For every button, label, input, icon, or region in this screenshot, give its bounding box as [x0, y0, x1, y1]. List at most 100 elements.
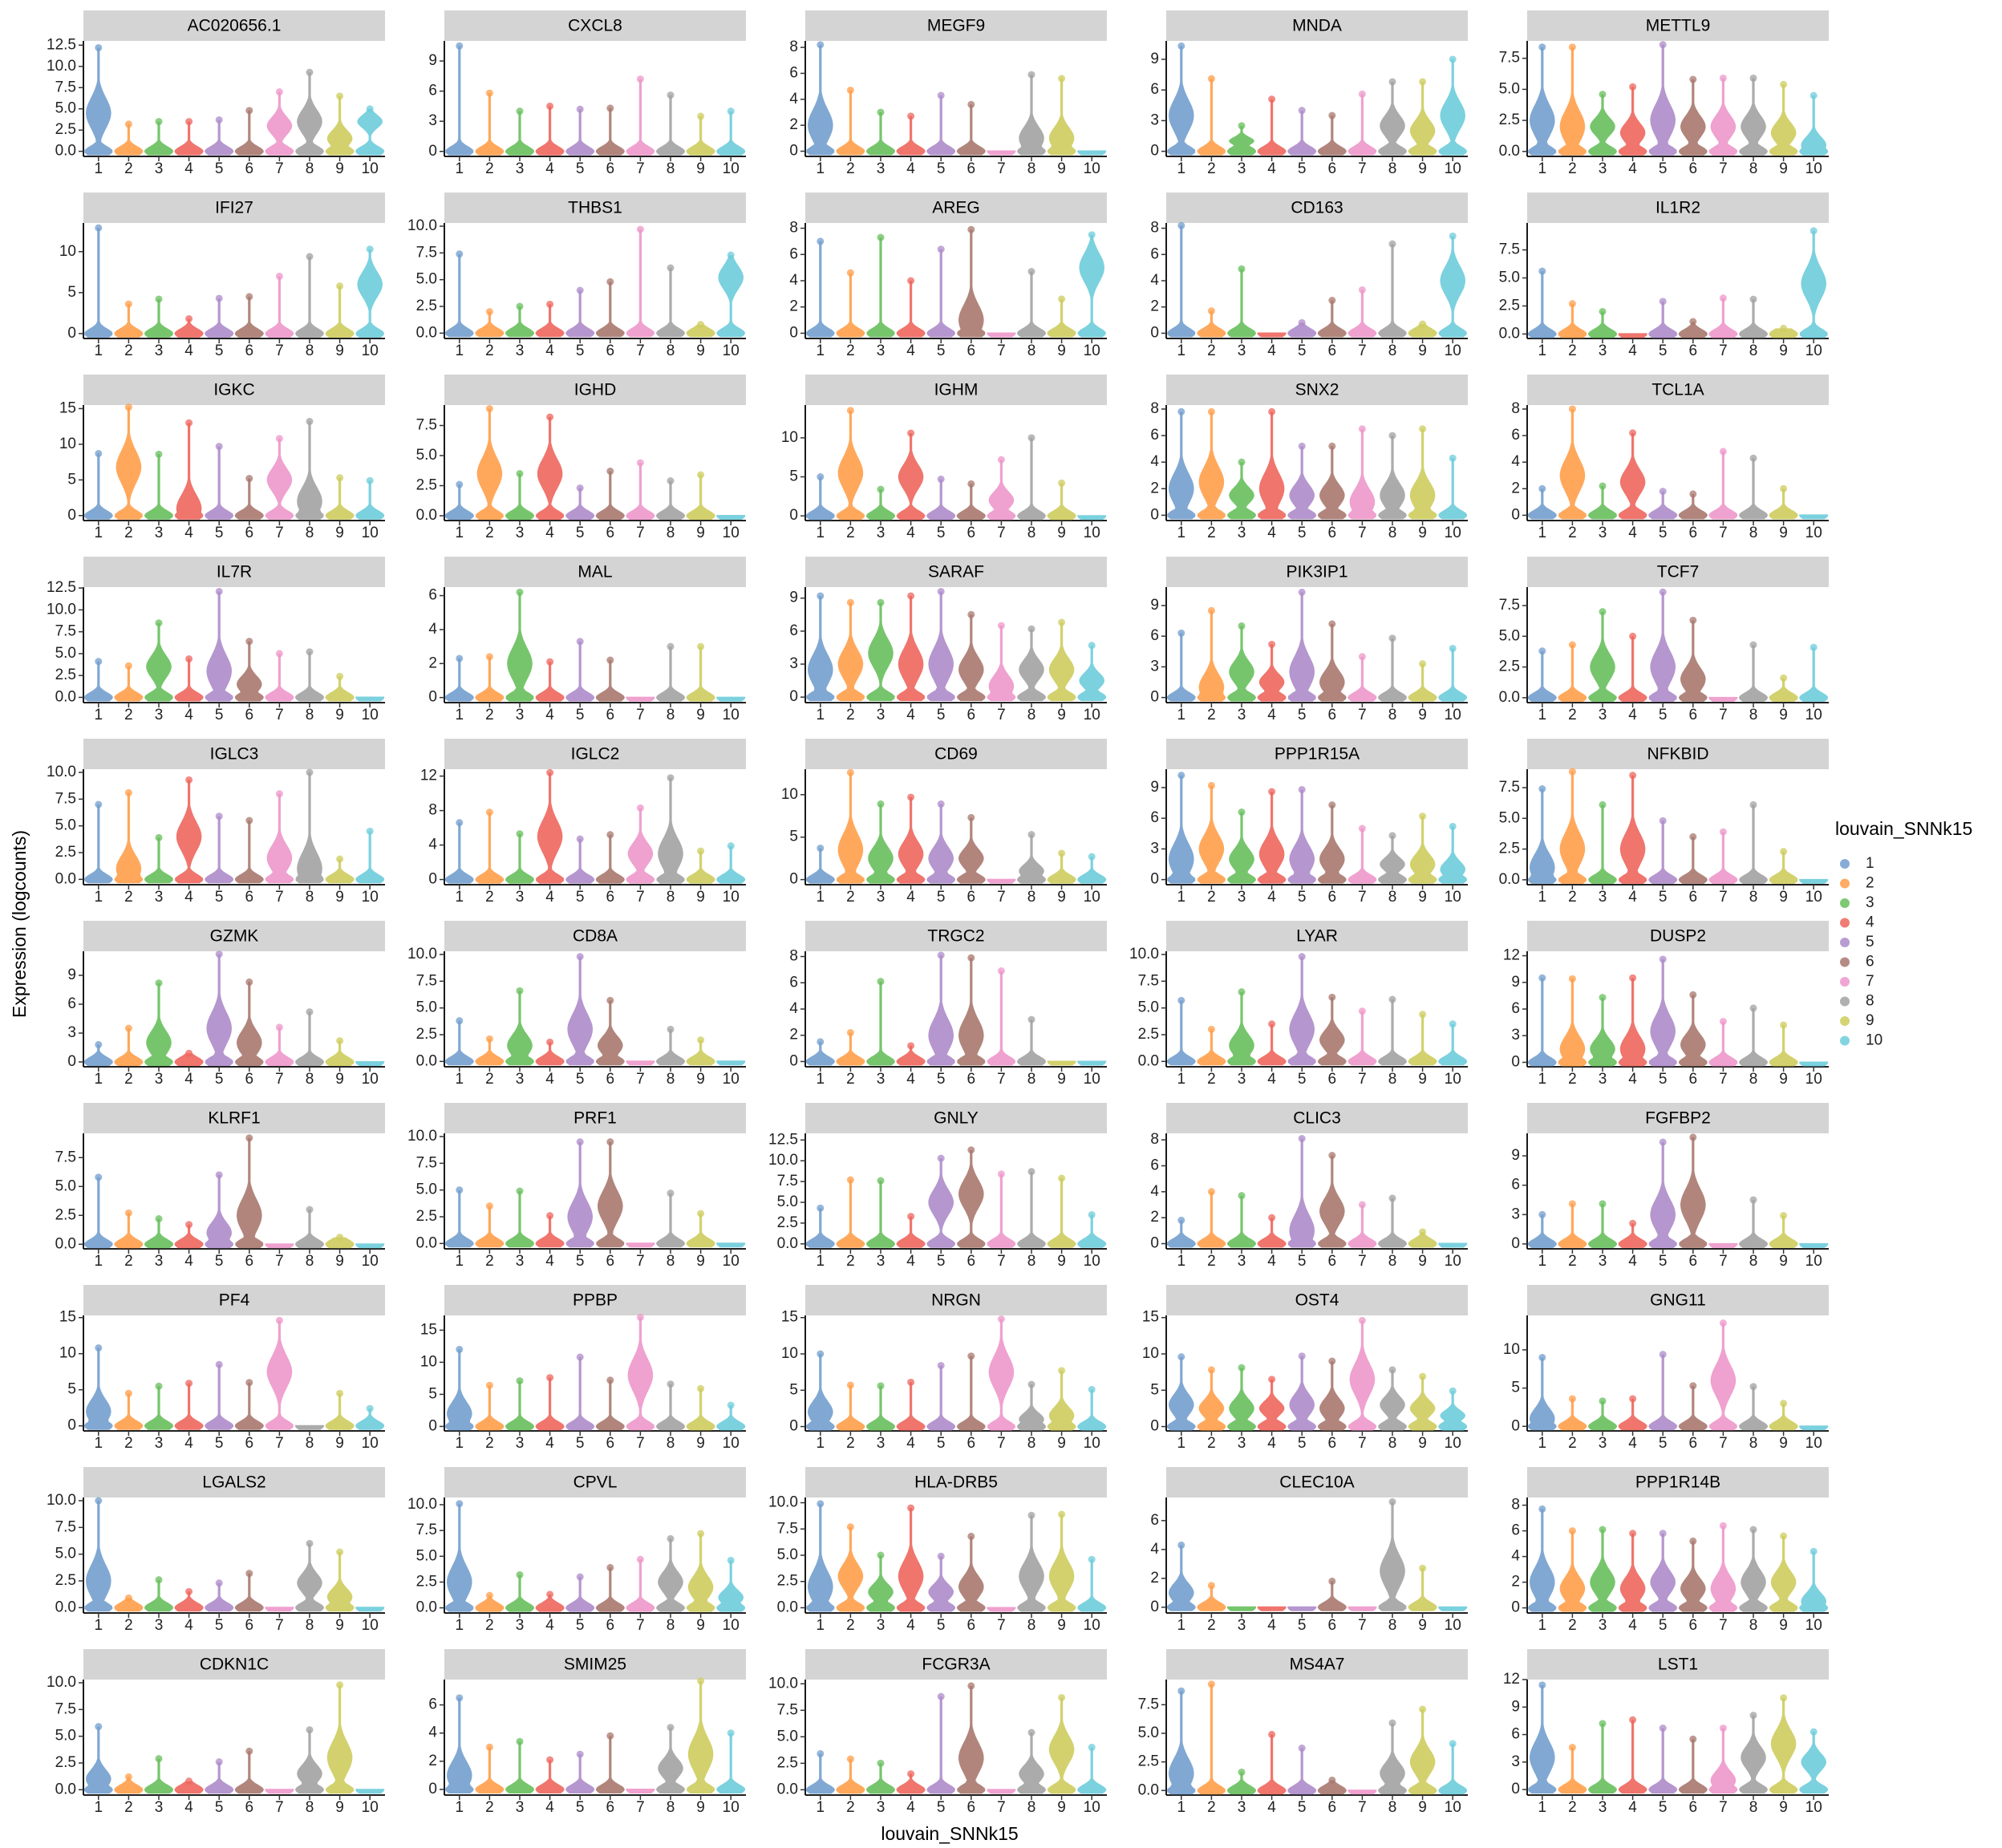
- violin: [987, 1789, 1016, 1794]
- violin: [1438, 1743, 1468, 1795]
- violin: [475, 408, 504, 520]
- x-tick-label: 10: [1445, 1799, 1461, 1816]
- violin: [926, 95, 956, 156]
- violin: [1408, 324, 1437, 338]
- violin: [355, 480, 385, 520]
- violin: [1558, 1747, 1587, 1794]
- violin: [205, 816, 234, 884]
- x-tick-label: 9: [696, 1617, 705, 1634]
- x-tick-label: 7: [997, 1071, 1006, 1088]
- y-tick-label: 7.5: [416, 417, 437, 434]
- violin: [144, 1579, 173, 1612]
- violin: [1197, 610, 1226, 702]
- x-tick-label: 1: [1177, 707, 1186, 723]
- y-tick-label: 0: [1511, 1235, 1520, 1252]
- strip: [1166, 1467, 1468, 1497]
- max-point: [1328, 993, 1336, 1001]
- x-tick-label: 8: [1749, 1071, 1758, 1088]
- max-point: [546, 1374, 554, 1382]
- max-point: [937, 1552, 945, 1560]
- violin: [265, 91, 294, 156]
- x-tick-label: 4: [1628, 160, 1637, 177]
- violin: [475, 1039, 505, 1066]
- max-point: [306, 1539, 314, 1547]
- max-point: [937, 475, 945, 483]
- x-tick-label: 3: [1599, 707, 1607, 723]
- y-tick-label: 0.0: [55, 1781, 76, 1797]
- y-tick-label: 3: [1511, 1753, 1520, 1770]
- x-tick-label: 7: [275, 1253, 284, 1270]
- x-tick-label: 7: [275, 342, 284, 359]
- max-point: [1238, 122, 1246, 130]
- max-point: [1599, 1200, 1607, 1208]
- max-point: [667, 91, 675, 99]
- y-tick-label: 2.5: [1499, 659, 1520, 675]
- y-tick-label: 0.0: [55, 1599, 76, 1615]
- x-tick-label: 9: [335, 1071, 344, 1088]
- violin: [716, 1560, 746, 1612]
- x-tick-label: 7: [636, 889, 645, 906]
- violin: [1017, 75, 1046, 156]
- strip: [1527, 1285, 1829, 1315]
- x-tick-label: 2: [1207, 1617, 1216, 1634]
- violin: [1648, 1142, 1677, 1248]
- y-tick-label: 2: [1150, 1209, 1159, 1226]
- max-point: [1780, 674, 1788, 682]
- x-tick-label: 9: [696, 1071, 705, 1088]
- x-tick-label: 7: [1358, 342, 1367, 359]
- max-point: [1599, 994, 1607, 1002]
- violin: [1227, 269, 1256, 338]
- y-tick-label: 0: [428, 689, 437, 706]
- violin: [1408, 1709, 1437, 1795]
- panel-title: METTL9: [1646, 17, 1711, 35]
- violin: [1648, 959, 1677, 1067]
- y-tick-label: 7.5: [777, 1701, 798, 1718]
- max-point: [576, 953, 584, 961]
- max-point: [636, 1555, 644, 1563]
- x-tick-label: 5: [1659, 707, 1668, 723]
- violin: [84, 1501, 113, 1612]
- violin: [926, 954, 955, 1066]
- x-tick-label: 3: [516, 342, 525, 359]
- violin: [595, 1736, 625, 1793]
- y-tick-label: 10.0: [768, 1494, 798, 1511]
- violin: [656, 777, 685, 884]
- violin: [866, 981, 895, 1066]
- violin: [1618, 1223, 1647, 1248]
- violin: [265, 1607, 294, 1612]
- x-tick-label: 2: [846, 1071, 855, 1088]
- x-tick-label: 7: [997, 525, 1006, 541]
- max-point: [1328, 442, 1336, 450]
- max-point: [1358, 1316, 1366, 1324]
- violin: [565, 956, 594, 1066]
- strip: [805, 921, 1107, 951]
- max-point: [215, 950, 223, 958]
- max-point: [1568, 641, 1576, 649]
- violin: [565, 488, 595, 520]
- x-tick-label: 9: [696, 889, 705, 906]
- x-tick-label: 4: [1628, 342, 1637, 359]
- max-point: [155, 1755, 163, 1763]
- x-tick-label: 6: [967, 160, 976, 177]
- max-point: [245, 107, 253, 115]
- violin: [836, 1180, 865, 1248]
- x-tick-label: 7: [997, 889, 1006, 906]
- violin: [1708, 78, 1738, 156]
- max-point: [1207, 1025, 1215, 1033]
- x-tick-label: 7: [1358, 707, 1367, 723]
- y-tick-label: 9: [1150, 51, 1159, 67]
- panel-title: SARAF: [928, 563, 984, 582]
- strip: [444, 10, 746, 41]
- max-point: [1599, 482, 1607, 490]
- max-point: [245, 1570, 253, 1578]
- violin: [1287, 789, 1317, 884]
- max-point: [1810, 1728, 1818, 1736]
- panel-title: CPVL: [573, 1473, 618, 1492]
- y-tick-label: 2.5: [777, 1754, 798, 1771]
- x-tick-label: 2: [1568, 342, 1577, 359]
- x-tick-label: 5: [1298, 160, 1307, 177]
- panel-title: DUSP2: [1650, 927, 1706, 946]
- x-tick-label: 2: [1207, 1435, 1216, 1452]
- max-point: [1058, 1693, 1066, 1701]
- y-tick-label: 10.0: [768, 1152, 798, 1169]
